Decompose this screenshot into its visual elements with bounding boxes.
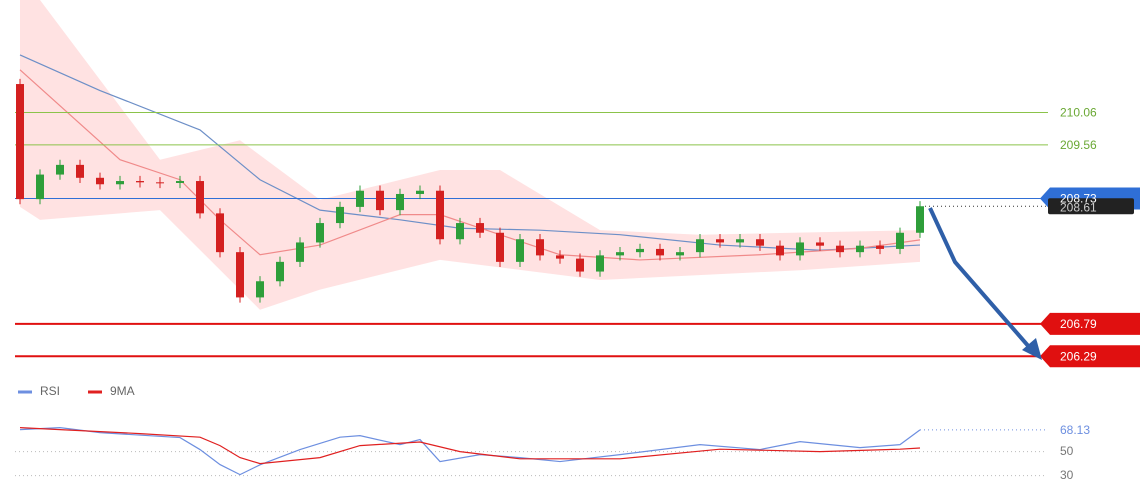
candle-body [596, 255, 604, 272]
candle-body [556, 255, 564, 259]
candle-body [276, 261, 284, 282]
candle-body [416, 190, 424, 194]
candle-body [16, 84, 24, 200]
candle-body [376, 190, 384, 211]
candle-body [96, 177, 104, 185]
level-label: 209.56 [1060, 138, 1097, 152]
band-area [20, 0, 920, 310]
candle-body [776, 245, 784, 256]
candle-body [676, 252, 684, 256]
candle-body [836, 245, 844, 253]
candle-body [236, 252, 244, 298]
candle-body [896, 232, 904, 249]
rsi-tick-label: 30 [1060, 468, 1074, 482]
candle-body [136, 181, 144, 183]
level-label: 210.06 [1060, 106, 1097, 120]
band-layer [20, 0, 920, 310]
candle-body [536, 239, 544, 256]
rsi-tick-label: 50 [1060, 444, 1074, 458]
candle-body [156, 182, 164, 184]
candle-body [616, 252, 624, 256]
level-label: 206.29 [1060, 349, 1097, 363]
level-tag [1040, 312, 1140, 335]
candle-body [316, 223, 324, 243]
moving-average [19, 54, 921, 251]
candle-body [816, 242, 824, 246]
candle-body [496, 232, 504, 262]
candle-body [196, 181, 204, 214]
candle-body [176, 181, 184, 183]
rsi-line [19, 427, 921, 465]
current-price-tag [1048, 198, 1134, 215]
candle-body [456, 223, 464, 240]
candle-body [916, 206, 924, 233]
candle-body [76, 164, 84, 178]
candle-body [336, 206, 344, 224]
level-label: 206.79 [1060, 317, 1097, 331]
moving-average [19, 69, 921, 261]
rsi-panel: 50 30 RSI 9MA 68.13 [15, 384, 1090, 482]
candle-body [756, 239, 764, 246]
arrow-head [1022, 338, 1042, 360]
candle-body [296, 242, 304, 262]
level-label: 208.73 [1060, 192, 1097, 206]
candle-body [56, 164, 64, 175]
candle-layer [16, 78, 924, 303]
candle-body [576, 258, 584, 272]
level-tag [1040, 345, 1140, 368]
candle-body [796, 242, 804, 256]
candle-body [696, 239, 704, 253]
candle-body [396, 193, 404, 211]
candle-body [736, 239, 744, 243]
candle-body [356, 190, 364, 207]
candle-body [436, 190, 444, 240]
candle-body [476, 223, 484, 233]
forecast-arrow [928, 207, 1032, 350]
legend-label: RSI [40, 384, 60, 398]
candle-body [636, 248, 644, 253]
candle-body [256, 281, 264, 298]
candle-body [116, 181, 124, 185]
candle-body [216, 213, 224, 253]
candle-body [856, 245, 864, 253]
legend-label: 9MA [110, 384, 135, 398]
candle-body [656, 248, 664, 256]
rsi-last-label: 68.13 [1060, 423, 1090, 437]
candle-body [716, 239, 724, 243]
candle-body [36, 174, 44, 200]
candle-body [516, 239, 524, 262]
candle-body [876, 245, 884, 249]
current-price-label: 208.61 [1060, 200, 1097, 214]
